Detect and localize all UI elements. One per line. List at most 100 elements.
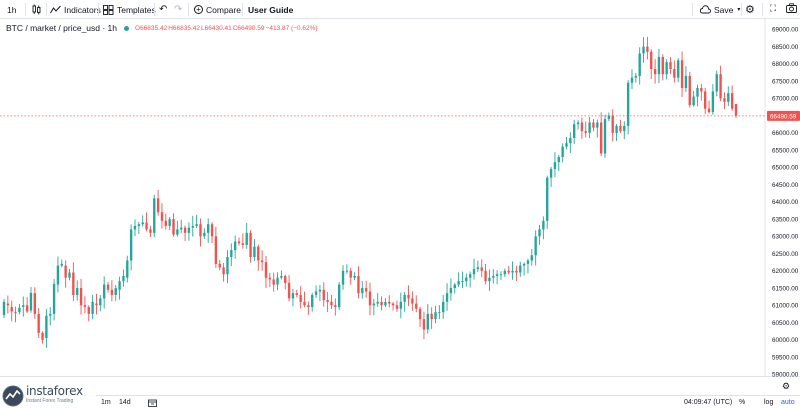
candle-body <box>249 232 252 257</box>
candle-body <box>122 275 125 282</box>
fullscreen-button[interactable]: ⛶ <box>767 3 779 14</box>
candle-body <box>526 260 530 264</box>
date-range-button[interactable] <box>148 396 157 408</box>
interval-selector[interactable]: 1h <box>7 0 16 19</box>
cloud-icon <box>699 5 711 14</box>
compare-button[interactable]: + Compare <box>194 0 241 19</box>
candle-body <box>222 267 225 275</box>
candle-body <box>530 255 534 261</box>
candle-body <box>87 307 90 314</box>
percent-toggle[interactable]: % <box>739 396 745 408</box>
candle-body <box>291 293 295 299</box>
candle-body <box>495 274 499 276</box>
open-value: O66835.42 <box>135 24 168 32</box>
y-tick-label: 67000.00 <box>772 96 799 103</box>
templates-icon <box>103 4 114 15</box>
candle-body <box>45 315 48 339</box>
clock-display[interactable]: 04:09:47 (UTC) <box>684 396 732 408</box>
high-value: H66835.42 <box>168 24 200 32</box>
y-tick-label: 60500.00 <box>772 320 799 327</box>
candle-body <box>237 241 241 244</box>
candle-style-button[interactable] <box>31 0 42 19</box>
candle-body <box>264 262 268 278</box>
user-guide-button[interactable]: User Guide <box>248 0 293 19</box>
calendar-icon <box>148 399 157 407</box>
candle-body <box>480 267 483 271</box>
market-status-dot <box>124 25 130 31</box>
candle-body <box>361 288 364 294</box>
range-1m-button[interactable]: 1m <box>101 396 111 408</box>
candle-body <box>657 56 661 75</box>
candle-body <box>665 62 668 75</box>
candle-body <box>580 122 584 132</box>
y-tick-label: 62500.00 <box>772 251 799 258</box>
auto-toggle[interactable]: auto <box>781 396 795 408</box>
range-1m-label: 1m <box>101 399 111 406</box>
undo-button[interactable]: ↶ <box>159 0 167 19</box>
candle-body <box>653 69 657 75</box>
candle-body <box>49 313 52 316</box>
candle-body <box>661 56 664 75</box>
candle-body <box>484 270 487 282</box>
toolbar-divider <box>762 3 763 16</box>
candle-body <box>700 87 703 92</box>
price-chart[interactable]: 59000.00 59500.00 60000.00 60500.00 61000.00… <box>0 19 800 381</box>
top-toolbar: 1h Indicators Templates ↶ ↷ + Compare Us… <box>0 0 800 19</box>
candle-body <box>607 115 611 120</box>
candle-body <box>102 284 106 299</box>
candle-body <box>615 125 618 133</box>
indicators-button[interactable]: Indicators <box>50 0 101 19</box>
candlestick-chart[interactable]: 59000.00 59500.00 60000.00 60500.00 61000.00… <box>0 19 800 381</box>
watermark-tagline: Instant Forex Trading <box>26 398 74 404</box>
y-tick-label: 66000.00 <box>772 130 799 137</box>
candle-body <box>268 277 272 280</box>
candle-body <box>715 74 718 92</box>
redo-button[interactable]: ↷ <box>174 0 182 19</box>
candle-body <box>430 313 433 320</box>
y-tick-label: 65500.00 <box>772 147 799 154</box>
screenshot-button[interactable] <box>785 3 797 16</box>
candle-body <box>719 74 722 99</box>
candle-body <box>272 279 275 285</box>
range-14d-button[interactable]: 14d <box>119 396 131 408</box>
templates-button[interactable]: Templates <box>103 0 156 19</box>
candle-body <box>542 220 545 230</box>
candle-body <box>241 243 245 245</box>
candle-body <box>141 222 144 225</box>
log-toggle[interactable]: log <box>764 396 773 408</box>
candle-body <box>684 75 688 88</box>
save-button[interactable]: Save ▾ <box>699 0 740 19</box>
toolbar-divider <box>692 3 693 16</box>
y-tick-label: 67500.00 <box>772 78 799 85</box>
candle-body <box>623 125 626 132</box>
candle-body <box>503 270 507 275</box>
gear-icon: ⚙ <box>745 4 755 16</box>
candle-body <box>83 305 87 308</box>
symbol-title[interactable]: BTC / market / price_usd · 1h <box>6 23 118 33</box>
candle-body <box>488 277 491 282</box>
candle-body <box>91 301 94 314</box>
axis-settings-button[interactable]: ⚙ <box>780 381 792 392</box>
change-value: −413.87 (−0.62%) <box>265 24 318 32</box>
toolbar-divider <box>741 3 742 16</box>
candle-body <box>95 303 98 306</box>
candle-body <box>114 288 117 295</box>
y-tick-label: 62000.00 <box>772 268 799 275</box>
candle-body <box>422 319 426 330</box>
candle-body <box>522 263 526 266</box>
candle-body <box>160 212 164 221</box>
candle-body <box>280 275 283 278</box>
candle-body <box>33 293 37 314</box>
y-tick-label: 59000.00 <box>772 372 799 379</box>
candle-body <box>2 301 6 315</box>
candle-body <box>592 122 595 128</box>
candle-body <box>199 224 202 237</box>
candle-body <box>137 224 141 226</box>
y-tick-label: 60000.00 <box>772 337 799 344</box>
candle-body <box>418 308 422 320</box>
compare-label: Compare <box>206 4 241 15</box>
settings-button[interactable]: ⚙ <box>745 0 755 19</box>
candle-body <box>287 282 291 299</box>
undo-icon: ↶ <box>159 4 168 15</box>
auto-label: auto <box>781 399 795 406</box>
